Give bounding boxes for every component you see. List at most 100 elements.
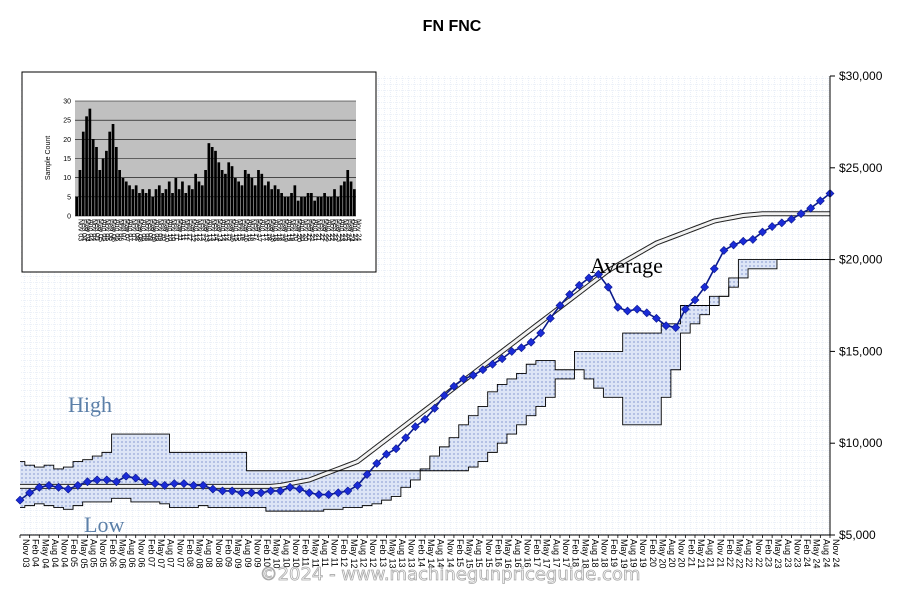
average-point [661, 321, 671, 331]
inset-bar [313, 200, 317, 216]
x-tick-label: May 24 [812, 539, 822, 569]
inset-x-tick-label: Nov 19 [288, 219, 295, 241]
inset-x-tick-label: Feb 19 [278, 219, 285, 241]
label-low: Low [84, 512, 124, 537]
average-point [372, 458, 382, 468]
inset-bar [157, 185, 161, 216]
average-point [112, 477, 121, 487]
inset-bar [250, 177, 254, 216]
inset-y-tick-label: 20 [63, 137, 71, 144]
average-point [34, 482, 44, 492]
inset-bar [101, 158, 105, 216]
average-point [121, 471, 131, 481]
average-point [642, 308, 652, 318]
inset-x-tick-label: Aug 04 [87, 219, 94, 241]
inset-x-tick-label: Aug 20 [298, 219, 305, 241]
inset-x-tick-label: Aug 12 [192, 219, 199, 241]
x-tick-label: Nov 07 [175, 539, 185, 568]
inset-bar [184, 193, 188, 216]
inset-x-tick-label: Nov 04 [90, 219, 97, 241]
inset-x-tick-label: Nov 07 [130, 219, 137, 241]
x-tick-label: Aug 06 [127, 539, 137, 568]
x-tick-label: May 05 [79, 539, 89, 569]
x-tick-label: Feb 08 [185, 539, 195, 567]
x-tick-label: Feb 19 [609, 539, 619, 567]
inset-x-tick-label: May 10 [163, 219, 170, 242]
average-point [169, 479, 179, 489]
x-tick-label: Aug 21 [706, 539, 716, 568]
average-point [73, 481, 83, 490]
inset-bar [300, 196, 303, 216]
average-point [623, 306, 632, 316]
x-tick-label: Feb 24 [802, 539, 812, 567]
inset-bar [171, 193, 174, 216]
x-tick-label: May 10 [272, 539, 282, 569]
inset-x-tick-label: Feb 20 [292, 219, 299, 241]
inset-bar [323, 193, 326, 216]
average-point [680, 304, 690, 314]
inset-bar [280, 193, 283, 216]
average-point [83, 477, 92, 487]
inset-x-tick-label: May 18 [268, 219, 275, 242]
y-ticks: $5,000 $10,000 $15,000 $20,000 $25,000 $30,00… [830, 69, 883, 542]
average-point [382, 449, 391, 459]
average-point [565, 290, 575, 299]
inset-x-tick-label: Nov 14 [222, 219, 229, 241]
average-point [420, 414, 430, 424]
inset-bar [333, 189, 336, 216]
inset-x-tick-label: Nov 08 [143, 219, 150, 241]
inset-x-tick-label: Nov 03 [77, 219, 84, 241]
x-tick-label: Aug 19 [629, 539, 639, 568]
inset-x-tick-label: Nov 20 [301, 219, 308, 241]
inset-bar [210, 147, 214, 216]
inset-bar [343, 181, 346, 216]
x-tick-label: Feb 07 [146, 539, 156, 567]
average-point [333, 488, 343, 498]
average-point [102, 475, 112, 485]
average-point [748, 234, 758, 244]
average-point [700, 282, 710, 292]
x-tick-label: May 07 [156, 539, 166, 569]
x-tick-label: Aug 17 [551, 539, 561, 568]
x-tick-label: May 17 [542, 539, 552, 569]
inset-bar [207, 143, 211, 216]
inset-x-tick-label: Aug 22 [325, 219, 332, 241]
average-point [729, 240, 738, 250]
average-point [787, 214, 796, 224]
inset-x-tick-label: Feb 12 [186, 219, 193, 241]
x-tick-label: Feb 05 [69, 539, 79, 567]
inset-bar [326, 196, 330, 216]
inset-bar [128, 185, 131, 216]
inset-bar [88, 108, 92, 216]
x-tick-label: Aug 18 [590, 539, 600, 568]
inset-bar [243, 170, 247, 216]
inset-x-tick-label: May 05 [96, 219, 103, 242]
average-point [796, 209, 806, 219]
average-point [632, 304, 642, 314]
average-point [815, 196, 825, 206]
inset-x-tick-label: Nov 17 [262, 219, 269, 241]
y-tick-label: $5,000 [839, 528, 876, 542]
inset-x-tick-label: Nov 10 [169, 219, 176, 241]
label-high: High [68, 392, 112, 417]
inset-bar [293, 185, 297, 216]
inset-y-tick-label: 30 [63, 99, 71, 106]
average-point [131, 473, 141, 483]
inset-bar [138, 193, 141, 216]
inset-bar [329, 196, 333, 216]
inset-x-tick-label: May 06 [110, 219, 117, 242]
average-point [777, 218, 787, 228]
average-point [25, 488, 35, 498]
inset-x-tick-label: Aug 06 [113, 219, 120, 241]
x-tick-label: Feb 17 [532, 539, 542, 567]
average-point [690, 295, 700, 305]
x-tick-label: Aug 08 [204, 539, 214, 568]
inset-y-tick-label: 10 [63, 175, 71, 182]
inset-x-tick-label: Nov 05 [103, 219, 110, 241]
inset-x-tick-label: May 08 [136, 219, 143, 242]
x-tick-label: May 19 [619, 539, 629, 569]
average-point [410, 422, 420, 432]
x-tick-label: Aug 09 [243, 539, 253, 568]
average-point [353, 481, 362, 490]
inset-bar [194, 173, 198, 216]
